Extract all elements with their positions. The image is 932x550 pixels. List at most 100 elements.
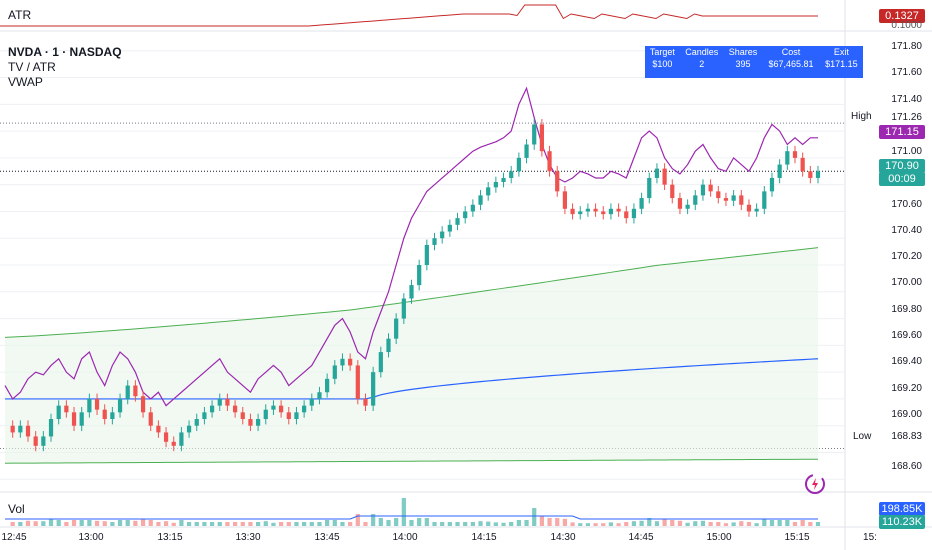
info-header-cost: Cost — [781, 47, 801, 57]
volume-bar — [202, 522, 207, 526]
candle-body — [94, 398, 100, 410]
candle-body — [156, 425, 161, 433]
last-price-tag[interactable]: 170.90 — [879, 159, 925, 173]
price-axis-label: 171.40 — [891, 94, 922, 105]
volume-bar — [332, 520, 337, 526]
volume-bar — [716, 522, 721, 526]
volume-bar — [723, 523, 729, 526]
candle-body — [762, 191, 767, 209]
volume-bar — [217, 522, 222, 526]
volume-bar — [524, 520, 529, 526]
volume-bar — [470, 522, 475, 526]
candle-body — [493, 181, 498, 188]
lower-band-line — [4, 458, 819, 464]
volume-bar — [41, 521, 46, 526]
vwap-line — [5, 358, 819, 400]
volume-bar — [386, 520, 391, 526]
volume-bar — [102, 521, 107, 526]
candle-body — [286, 412, 291, 420]
volume-bar — [56, 520, 61, 526]
volume-bar — [209, 522, 215, 526]
volume-bar — [401, 498, 406, 526]
candle-body — [79, 412, 84, 426]
volume-bar — [417, 518, 422, 526]
candle-body — [355, 365, 360, 399]
candle-body — [202, 412, 207, 420]
candle-body — [25, 425, 31, 437]
candle-body — [271, 405, 276, 410]
candle-body — [240, 412, 245, 420]
candle-body — [593, 208, 598, 212]
indicator-atr-label[interactable]: TV / ATR — [8, 60, 56, 74]
candle-body — [501, 177, 506, 182]
candle-body — [140, 396, 146, 413]
volume-bar — [355, 514, 360, 526]
candle-body — [163, 432, 169, 442]
candle-body — [302, 405, 307, 413]
volume-bar — [255, 522, 261, 526]
candle-body — [279, 405, 284, 413]
price-axis-label: 169.20 — [891, 383, 922, 394]
time-axis-label: 13:30 — [235, 532, 261, 543]
volume-bar — [133, 520, 138, 526]
candle-body — [56, 405, 61, 420]
candle-body — [455, 218, 460, 225]
atr-axis-label: 0.1000 — [891, 20, 922, 31]
candle-body — [601, 211, 606, 215]
candle-body — [217, 398, 222, 406]
volume-bar — [708, 522, 713, 526]
candle-body — [340, 358, 345, 366]
volume-bar — [317, 522, 322, 526]
volume-bar — [10, 522, 15, 526]
candle-body — [570, 208, 575, 215]
candle-body — [800, 157, 805, 172]
volume-bar — [654, 521, 660, 526]
volume-bar — [455, 522, 460, 526]
candle-body — [125, 385, 130, 399]
candle-body — [194, 419, 199, 426]
volume-bar — [562, 518, 568, 526]
candle-body — [87, 398, 92, 413]
candle-body — [516, 157, 521, 172]
tradingview-logo-icon[interactable] — [804, 473, 826, 495]
time-axis-label: 13:45 — [314, 532, 340, 543]
volume-bar — [785, 520, 790, 526]
candle-body — [363, 398, 368, 406]
volume-bar — [263, 521, 268, 526]
indicator-vwap-label[interactable]: VWAP — [8, 75, 43, 89]
high-label: High — [851, 111, 872, 122]
volume-bar — [348, 522, 353, 526]
info-header-shares: Shares — [728, 47, 758, 57]
volume-bar — [670, 520, 675, 526]
candle-body — [524, 144, 529, 158]
volume-bar — [325, 520, 330, 526]
candle-body — [754, 208, 759, 212]
candle-body — [394, 318, 399, 339]
volume-bar — [64, 522, 69, 526]
symbol-title[interactable]: NVDA · 1 · NASDAQ — [8, 45, 122, 59]
info-header-exit: Exit — [833, 47, 849, 57]
price-axis-label: 171.60 — [891, 67, 922, 78]
atr-line — [0, 4, 818, 27]
time-axis-label: 14:00 — [392, 532, 418, 543]
volume-bar — [585, 523, 591, 526]
high-value: 171.26 — [891, 112, 922, 123]
time-axis-label: 13:00 — [78, 532, 104, 543]
candle-body — [225, 398, 230, 406]
volume-bar — [547, 518, 552, 526]
candle-body — [463, 211, 468, 219]
low-label: Low — [853, 431, 872, 442]
volume-bar — [647, 518, 652, 526]
time-axis-label: 14:15 — [471, 532, 497, 543]
candle-body — [440, 231, 445, 239]
atr-value-tag: 0.1327 — [879, 9, 925, 23]
candle-body — [401, 298, 406, 319]
candle-body — [585, 208, 591, 212]
volume-bar — [777, 520, 782, 526]
volume-bar — [539, 516, 544, 526]
volume-bar — [117, 520, 123, 526]
volume-bar — [286, 522, 291, 526]
volume-bar — [171, 522, 176, 526]
candle-body — [41, 436, 46, 446]
